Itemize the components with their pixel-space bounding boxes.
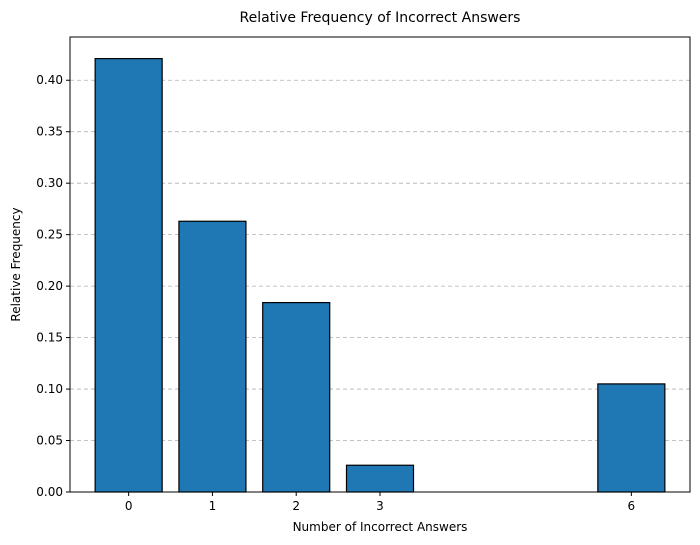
bar-3	[345, 464, 415, 493]
x-tick-label-0: 0	[125, 499, 133, 513]
x-tick-label-3: 3	[376, 499, 384, 513]
x-tick-label-6: 6	[628, 499, 636, 513]
y-tick-label-4: 0.20	[36, 279, 63, 293]
y-tick-label-6: 0.30	[36, 176, 63, 190]
gridlines	[70, 79, 690, 441]
bar-1	[178, 220, 247, 493]
y-tick-label-5: 0.25	[36, 228, 63, 242]
y-tick-label-3: 0.15	[36, 331, 63, 345]
y-tick-label-0: 0.00	[36, 485, 63, 499]
y-axis-ticks: 0.00 0.05 0.10 0.15 0.20 0.25 0.30 0.35 0.40	[36, 73, 70, 499]
y-tick-label-8: 0.40	[36, 73, 63, 87]
bar-6	[597, 383, 666, 493]
x-axis-ticks: 0 1 2 3 6	[125, 492, 635, 513]
bar-0	[94, 58, 163, 493]
chart-title: Relative Frequency of Incorrect Answers	[240, 10, 521, 26]
bars	[94, 58, 666, 493]
y-axis-label: Relative Frequency	[9, 207, 23, 321]
plot-frame	[69, 36, 691, 493]
y-tick-label-1: 0.05	[36, 434, 63, 448]
y-tick-label-7: 0.35	[36, 125, 63, 139]
x-tick-label-2: 2	[292, 499, 300, 513]
x-tick-label-1: 1	[209, 499, 217, 513]
x-axis-label: Number of Incorrect Answers	[293, 520, 468, 534]
y-tick-label-2: 0.10	[36, 382, 63, 396]
bar-2	[262, 301, 331, 493]
